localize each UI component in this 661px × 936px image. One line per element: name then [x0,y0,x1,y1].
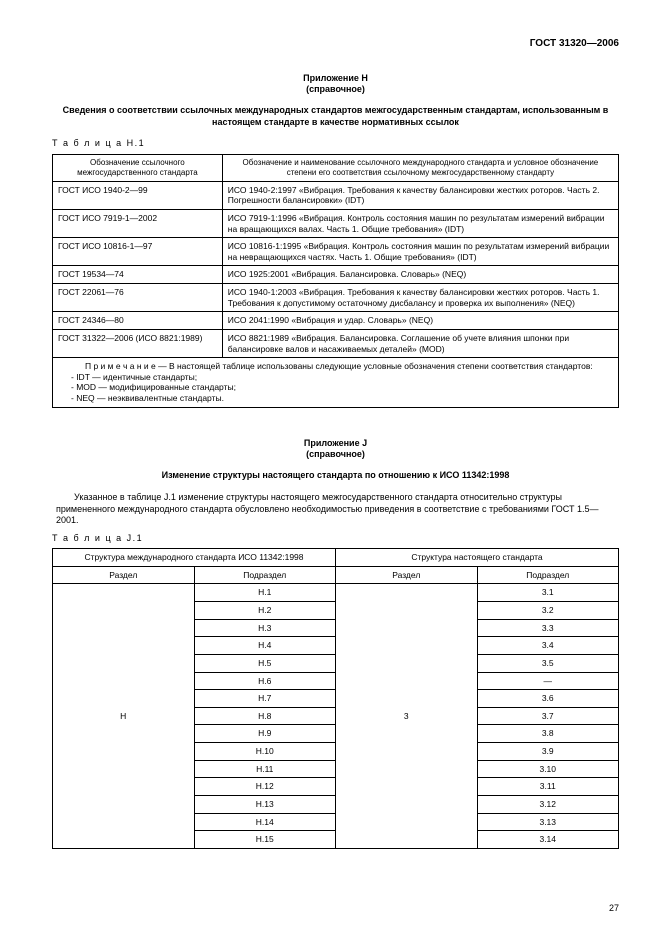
table-row: ГОСТ 22061—76ИСО 1940-1:2003 «Вибрация. … [53,284,619,312]
table-cell-section-l: H [53,584,195,848]
table-cell: H.9 [194,725,336,743]
table-cell: H.4 [194,637,336,655]
appendix-j-paragraph: Указанное в таблице J.1 изменение структ… [56,492,615,527]
table-cell: 3.9 [477,743,619,761]
table-cell: 3.12 [477,795,619,813]
table-row: ГОСТ 19534—74ИСО 1925:2001 «Вибрация. Ба… [53,266,619,284]
table-cell: — [477,672,619,690]
table-j1-sub-subsection-r: Подраздел [477,566,619,584]
table-cell: ГОСТ 31322—2006 (ИСО 8821:1989) [53,329,223,357]
table-h1-label: Т а б л и ц а Н.1 [52,138,619,149]
table-cell: H.1 [194,584,336,602]
table-j1-header2: Структура настоящего стандарта [336,549,619,567]
table-cell: 3.10 [477,760,619,778]
table-cell: ИСО 2041:1990 «Вибрация и удар. Словарь»… [222,312,618,330]
table-cell: 3.2 [477,602,619,620]
table-row: ГОСТ ИСО 1940-2—99ИСО 1940-2:1997 «Вибра… [53,181,619,209]
table-cell: ГОСТ ИСО 1940-2—99 [53,181,223,209]
table-cell: 3.7 [477,707,619,725]
table-cell: H.2 [194,602,336,620]
table-cell: 3.5 [477,654,619,672]
table-cell: H.10 [194,743,336,761]
note-lead: П р и м е ч а н и е — В настоящей таблиц… [71,361,612,372]
table-cell: ГОСТ ИСО 10816-1—97 [53,238,223,266]
table-j1-sub-section-l: Раздел [53,566,195,584]
table-cell: H.3 [194,619,336,637]
table-cell: 3.11 [477,778,619,796]
appendix-h-subtitle: (справочное) [52,84,619,95]
table-cell: H.14 [194,813,336,831]
table-cell: ИСО 1940-2:1997 «Вибрация. Требования к … [222,181,618,209]
appendix-j-subtitle: (справочное) [52,449,619,460]
table-row: HH.133.1 [53,584,619,602]
table-cell: ГОСТ 22061—76 [53,284,223,312]
page-number: 27 [609,903,619,914]
table-cell: ИСО 8821:1989 «Вибрация. Балансировка. С… [222,329,618,357]
appendix-j-title: Приложение J [52,438,619,449]
table-row: ГОСТ 24346—80ИСО 2041:1990 «Вибрация и у… [53,312,619,330]
document-header: ГОСТ 31320—2006 [52,38,619,51]
table-h1-note: П р и м е ч а н и е — В настоящей таблиц… [53,358,619,408]
table-cell: 3.6 [477,690,619,708]
table-cell: H.15 [194,831,336,849]
table-j1-header1: Структура международного стандарта ИСО 1… [53,549,336,567]
table-cell: ИСО 1940-1:2003 «Вибрация. Требования к … [222,284,618,312]
table-cell: 3.3 [477,619,619,637]
appendix-h-section-title: Сведения о соответствии ссылочных междун… [62,105,609,128]
table-j1-sub-section-r: Раздел [336,566,478,584]
table-cell: ГОСТ ИСО 7919-1—2002 [53,209,223,237]
table-j1-label: Т а б л и ц а J.1 [52,533,619,544]
table-cell: ГОСТ 19534—74 [53,266,223,284]
table-cell: H.7 [194,690,336,708]
table-row: ГОСТ 31322—2006 (ИСО 8821:1989)ИСО 8821:… [53,329,619,357]
table-h1-col2-header: Обозначение и наименование ссылочного ме… [222,154,618,181]
table-j1: Структура международного стандарта ИСО 1… [52,548,619,849]
note-line: - MOD — модифицированные стандарты; [71,382,612,393]
table-cell: 3.14 [477,831,619,849]
table-cell: H.6 [194,672,336,690]
appendix-h-title: Приложение Н [52,73,619,84]
table-h1-col1-header: Обозначение ссылочного межгосударственно… [53,154,223,181]
table-cell: H.5 [194,654,336,672]
table-row: ГОСТ ИСО 10816-1—97ИСО 10816-1:1995 «Виб… [53,238,619,266]
table-h1: Обозначение ссылочного межгосударственно… [52,154,619,408]
table-cell: ИСО 7919-1:1996 «Вибрация. Контроль сост… [222,209,618,237]
table-cell: 3.1 [477,584,619,602]
table-cell: ГОСТ 24346—80 [53,312,223,330]
appendix-j-section-title: Изменение структуры настоящего стандарта… [62,470,609,482]
appendix-j-header: Приложение J (справочное) [52,438,619,461]
table-cell: H.13 [194,795,336,813]
note-line: - NEQ — неэквивалентные стандарты. [71,393,612,404]
table-cell: H.12 [194,778,336,796]
table-cell: H.8 [194,707,336,725]
table-cell: ИСО 1925:2001 «Вибрация. Балансировка. С… [222,266,618,284]
table-cell: ИСО 10816-1:1995 «Вибрация. Контроль сос… [222,238,618,266]
table-cell: 3.13 [477,813,619,831]
table-cell: H.11 [194,760,336,778]
table-cell-section-r: 3 [336,584,478,848]
note-line: - IDT — идентичные стандарты; [71,372,612,383]
table-cell: 3.4 [477,637,619,655]
table-row: ГОСТ ИСО 7919-1—2002ИСО 7919-1:1996 «Виб… [53,209,619,237]
appendix-h-header: Приложение Н (справочное) [52,73,619,96]
table-j1-sub-subsection-l: Подраздел [194,566,336,584]
table-cell: 3.8 [477,725,619,743]
